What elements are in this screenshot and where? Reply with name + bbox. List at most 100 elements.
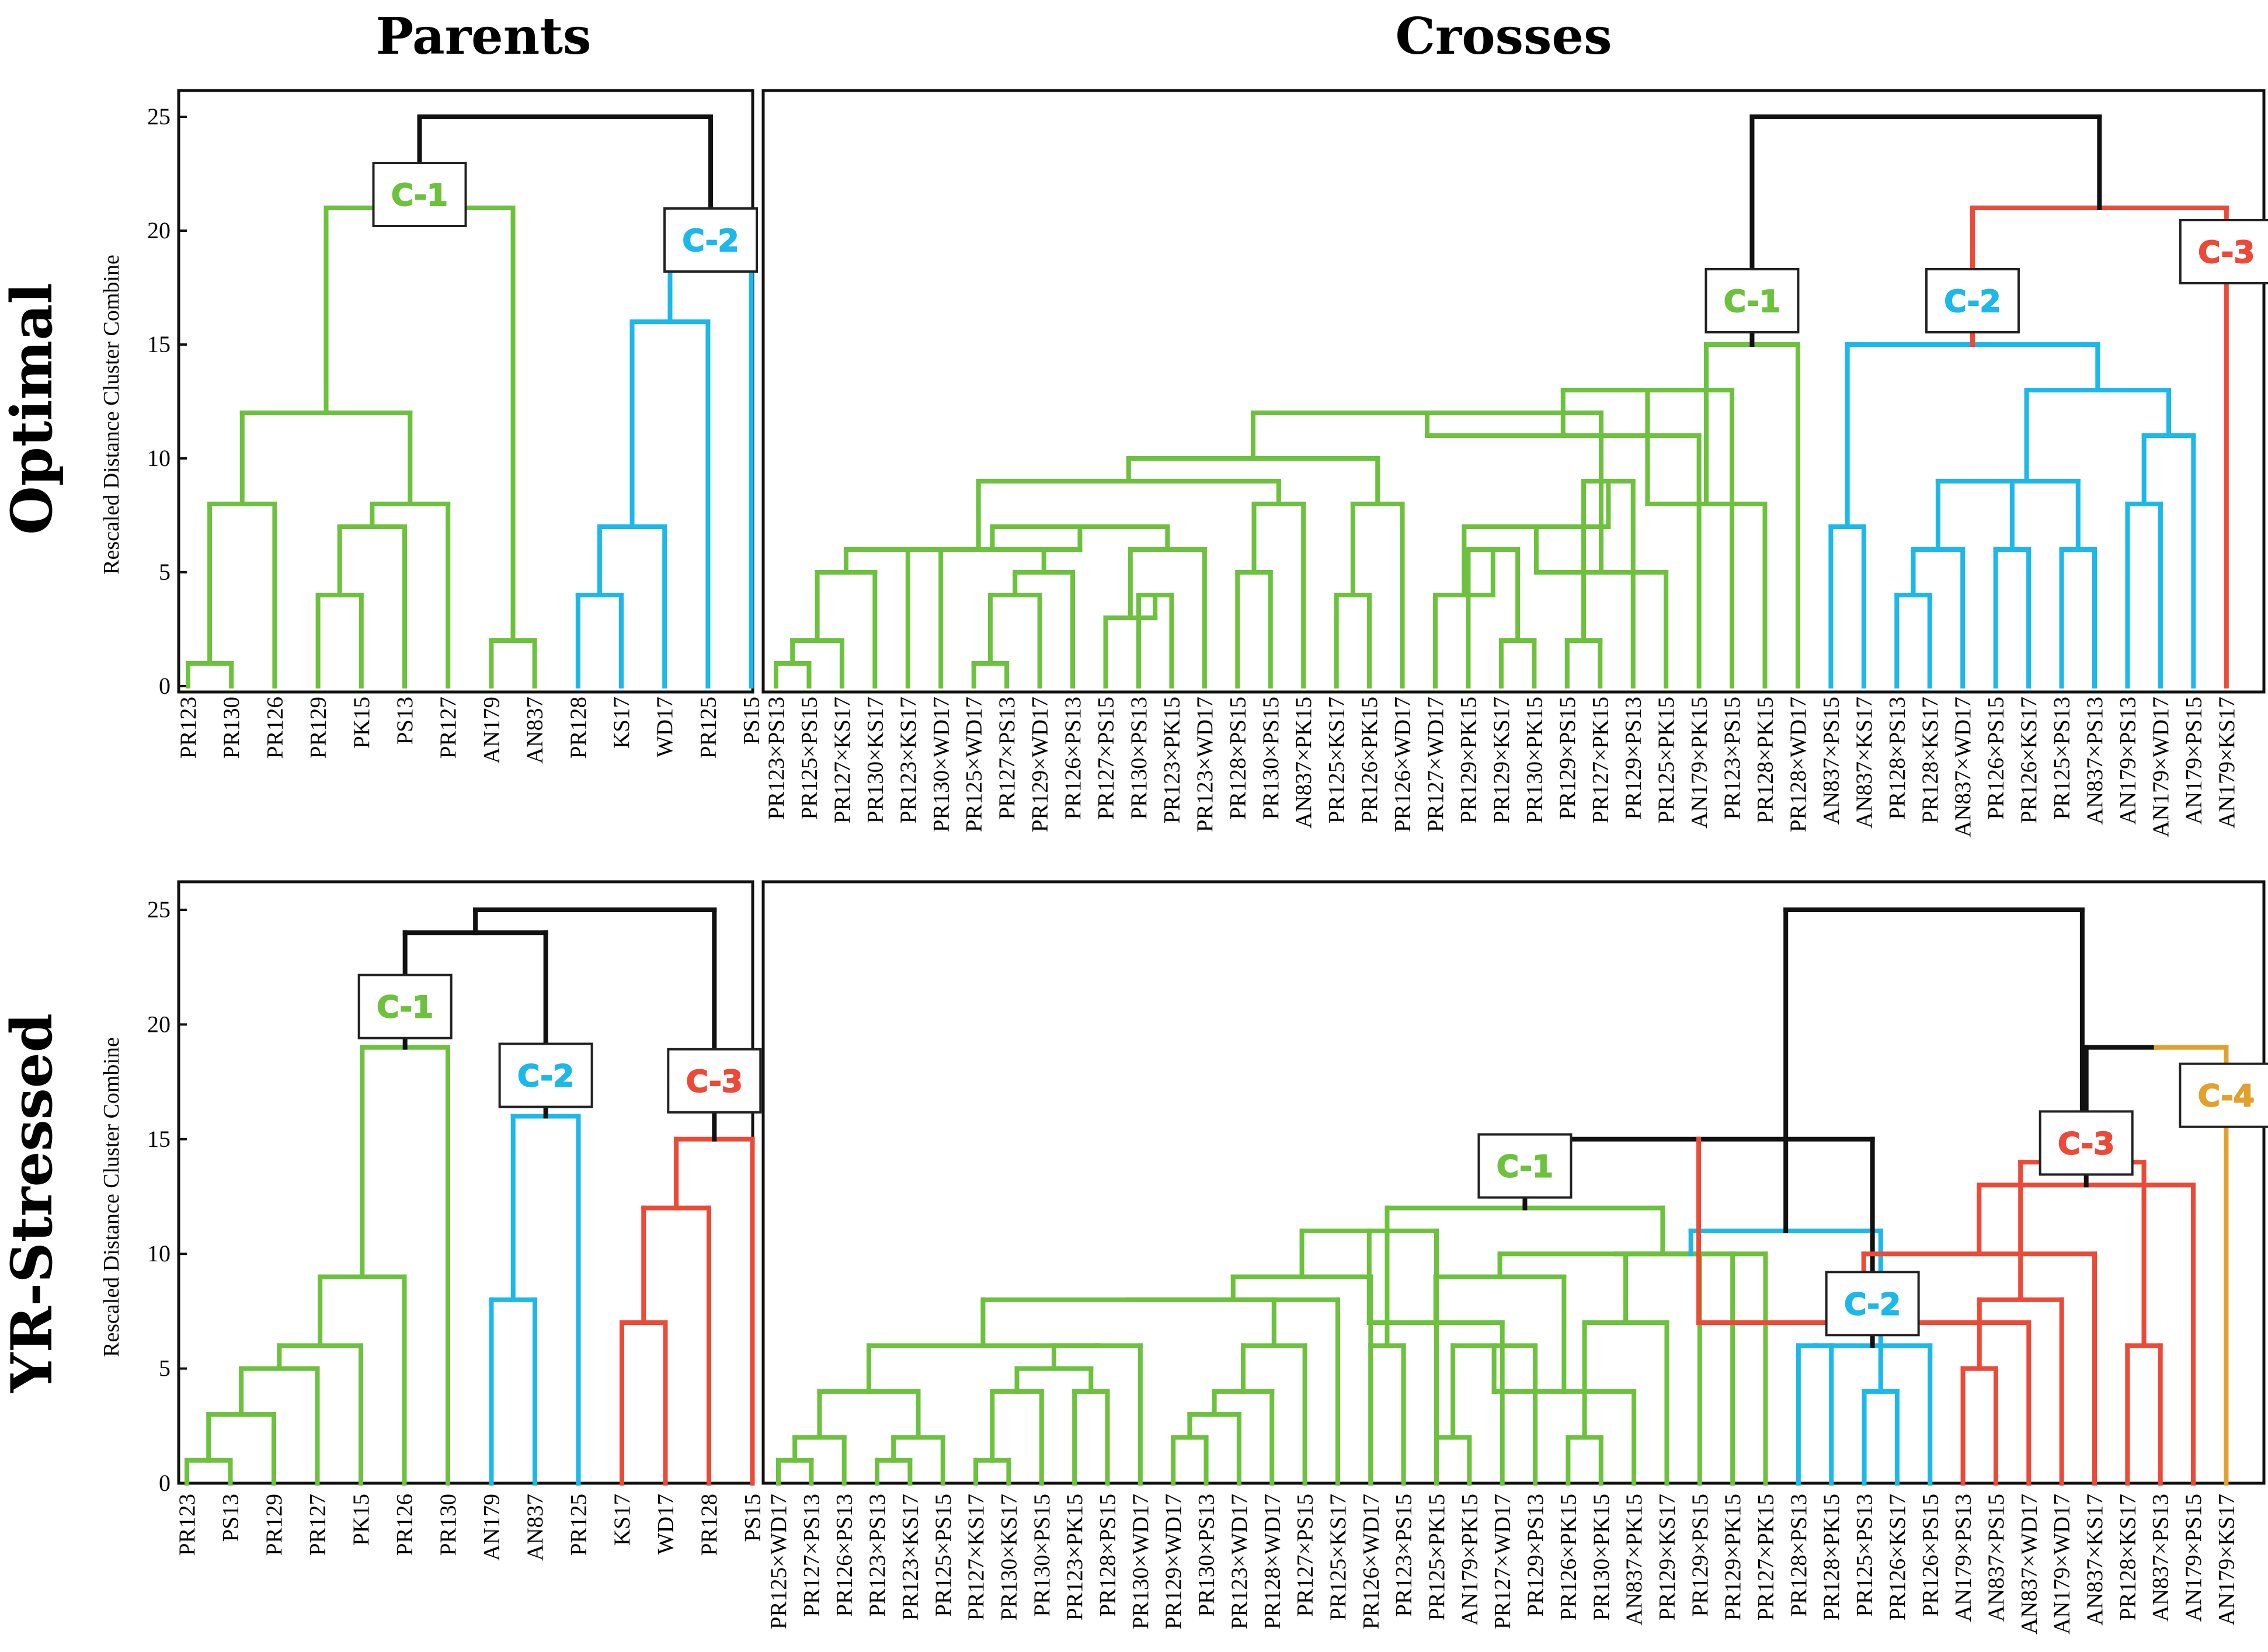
- row-header-optimal: Optimal: [0, 283, 65, 535]
- leaf-label: PR127×WD17: [1423, 697, 1448, 832]
- leaf-label: AN837: [523, 697, 548, 764]
- dendrogram-link: [185, 1458, 233, 1486]
- leaf-label: AN837×KS17: [1852, 697, 1877, 829]
- leaf-label: PR128×PK15: [1753, 697, 1778, 823]
- dendrogram-link: [990, 1389, 1044, 1486]
- leaf-label: PR129×PS15: [1555, 697, 1580, 820]
- dendrogram-link: [1894, 593, 1932, 688]
- leaf-label: PR130×KS17: [996, 1494, 1021, 1620]
- leaf-label: AN837: [523, 1494, 548, 1561]
- leaf-label: PR127×PK15: [1588, 697, 1613, 823]
- dendrogram-link: [323, 206, 516, 643]
- cluster-label-box: C-2: [663, 207, 759, 273]
- leaf-label: PR126×KS17: [2016, 697, 2041, 823]
- leaf-label: WD17: [652, 697, 677, 757]
- cluster-box-frame: [667, 1048, 762, 1114]
- dendrogram-link: [575, 593, 624, 688]
- dendrogram-link: [1566, 1435, 1603, 1486]
- column-header-crosses: Crosses: [1395, 7, 1612, 66]
- dendrogram-link: [2059, 547, 2097, 688]
- leaf-label: PR123×WD17: [1227, 1494, 1252, 1629]
- cluster-label-text: C-1: [1724, 284, 1780, 319]
- leaf-label: PR128×WD17: [1786, 697, 1811, 832]
- leaf-label: PR130×PS13: [1126, 697, 1152, 820]
- dendrogram-link: [2125, 502, 2163, 688]
- dendrogram-link: [973, 1458, 1011, 1486]
- dendrogram-link: [1828, 524, 1866, 688]
- dendrogram-link: [370, 502, 451, 688]
- leaf-label: PR123: [175, 1494, 200, 1556]
- dendrogram-link: [489, 638, 537, 688]
- dendrogram-link: [641, 1205, 711, 1486]
- leaf-label: PR130×PK15: [1522, 697, 1547, 823]
- leaf-label: PR130×PK15: [1589, 1494, 1614, 1620]
- leaf-label: PR125: [695, 697, 721, 759]
- leaf-label: AN837×PS15: [1984, 1494, 2009, 1622]
- dendrogram-link: [776, 1458, 814, 1486]
- dendrogram-link: [2125, 1343, 2163, 1486]
- cluster-box-frame: [2179, 219, 2268, 284]
- leaf-label: PR130×KS17: [862, 697, 888, 823]
- panel-frame-stressed-crosses: [761, 880, 2266, 1485]
- leaf-label: PR129×PS15: [1688, 1494, 1713, 1617]
- y-tick-label: 25: [147, 896, 171, 923]
- leaf-label: PR130: [219, 697, 244, 759]
- leaf-label: AN837×WD17: [1950, 697, 1975, 837]
- leaf-label: PR127×KS17: [830, 697, 855, 823]
- dendrogram-link: [980, 1297, 1276, 1348]
- dendrogram-link: [2141, 433, 2196, 688]
- leaf-label: PR125×KS17: [1326, 1494, 1351, 1620]
- dendrogram-link: [629, 319, 711, 688]
- cluster-label-box: C-1: [1477, 1133, 1573, 1199]
- y-axis-title-stressed: Rescaled Distance Cluster Combine: [99, 1037, 124, 1357]
- leaf-label: PR129×PK15: [1720, 1494, 1745, 1620]
- dendrogram-link: [1230, 1274, 1373, 1486]
- leaf-label: PR125×WD17: [962, 697, 987, 832]
- cluster-box-frame: [1925, 268, 2020, 333]
- leaf-label: WD17: [653, 1494, 679, 1554]
- leaf-label: PR125×PS13: [2050, 697, 2075, 820]
- dendrogram-link: [597, 524, 667, 688]
- leaf-label: PR123: [176, 697, 201, 759]
- y-tick-label: 10: [147, 1240, 171, 1267]
- cluster-label-box: C-1: [372, 162, 467, 227]
- dendrogram-link: [976, 479, 1281, 552]
- leaf-label: AN179×PK15: [1457, 1494, 1482, 1626]
- leaf-label: PR130: [436, 1494, 461, 1556]
- dendrogram-link: [1911, 547, 1966, 688]
- leaf-label: PR126×PK15: [1357, 697, 1382, 823]
- leaf-label: PR128×PS13: [1884, 697, 1909, 820]
- leaf-label: PR123×KS17: [896, 697, 921, 823]
- dendrogram-link: [1703, 342, 1800, 688]
- y-tick-label: 10: [147, 445, 171, 471]
- leaf-label: PR125×PK15: [1654, 697, 1679, 823]
- leaf-label: PR125: [566, 1494, 592, 1556]
- dendrogram-link: [489, 1297, 537, 1486]
- cluster-box-frame: [2179, 1062, 2268, 1128]
- cluster-box-frame: [2039, 1110, 2134, 1176]
- leaf-label: PS13: [218, 1494, 244, 1542]
- dendrogram-link: [1251, 502, 1306, 688]
- dendrogram-link: [206, 1412, 276, 1486]
- cluster-label-text: C-4: [2198, 1079, 2255, 1114]
- leaf-label: PR128: [697, 1494, 722, 1556]
- leaf-label: AN179×KS17: [2214, 1494, 2239, 1626]
- dendrogram-link: [1014, 1366, 1094, 1394]
- leaf-label: PR130×PS15: [1258, 697, 1283, 820]
- leaf-label: PR123×PS15: [1720, 697, 1745, 820]
- dendrogram-link: [1368, 1343, 1406, 1486]
- cluster-label-box: C-3: [2179, 219, 2268, 284]
- dendrogram-link: [1171, 1435, 1209, 1486]
- leaf-label: PR129×WD17: [1028, 697, 1053, 832]
- leaf-label: AN179×PK15: [1687, 697, 1712, 829]
- leaf-label: PR128×PS15: [1095, 1494, 1121, 1617]
- dendrogram-link: [1013, 570, 1076, 688]
- leaf-label: PR130×WD17: [928, 697, 954, 832]
- leaf-label: AN179: [479, 697, 504, 764]
- cluster-label-box: C-3: [2039, 1110, 2134, 1176]
- leaf-label: PR123×PK15: [1159, 697, 1184, 823]
- cluster-box-frame: [372, 162, 467, 227]
- leaf-label: KS17: [610, 1494, 635, 1546]
- leaf-label: PR129×WD17: [1161, 1494, 1186, 1629]
